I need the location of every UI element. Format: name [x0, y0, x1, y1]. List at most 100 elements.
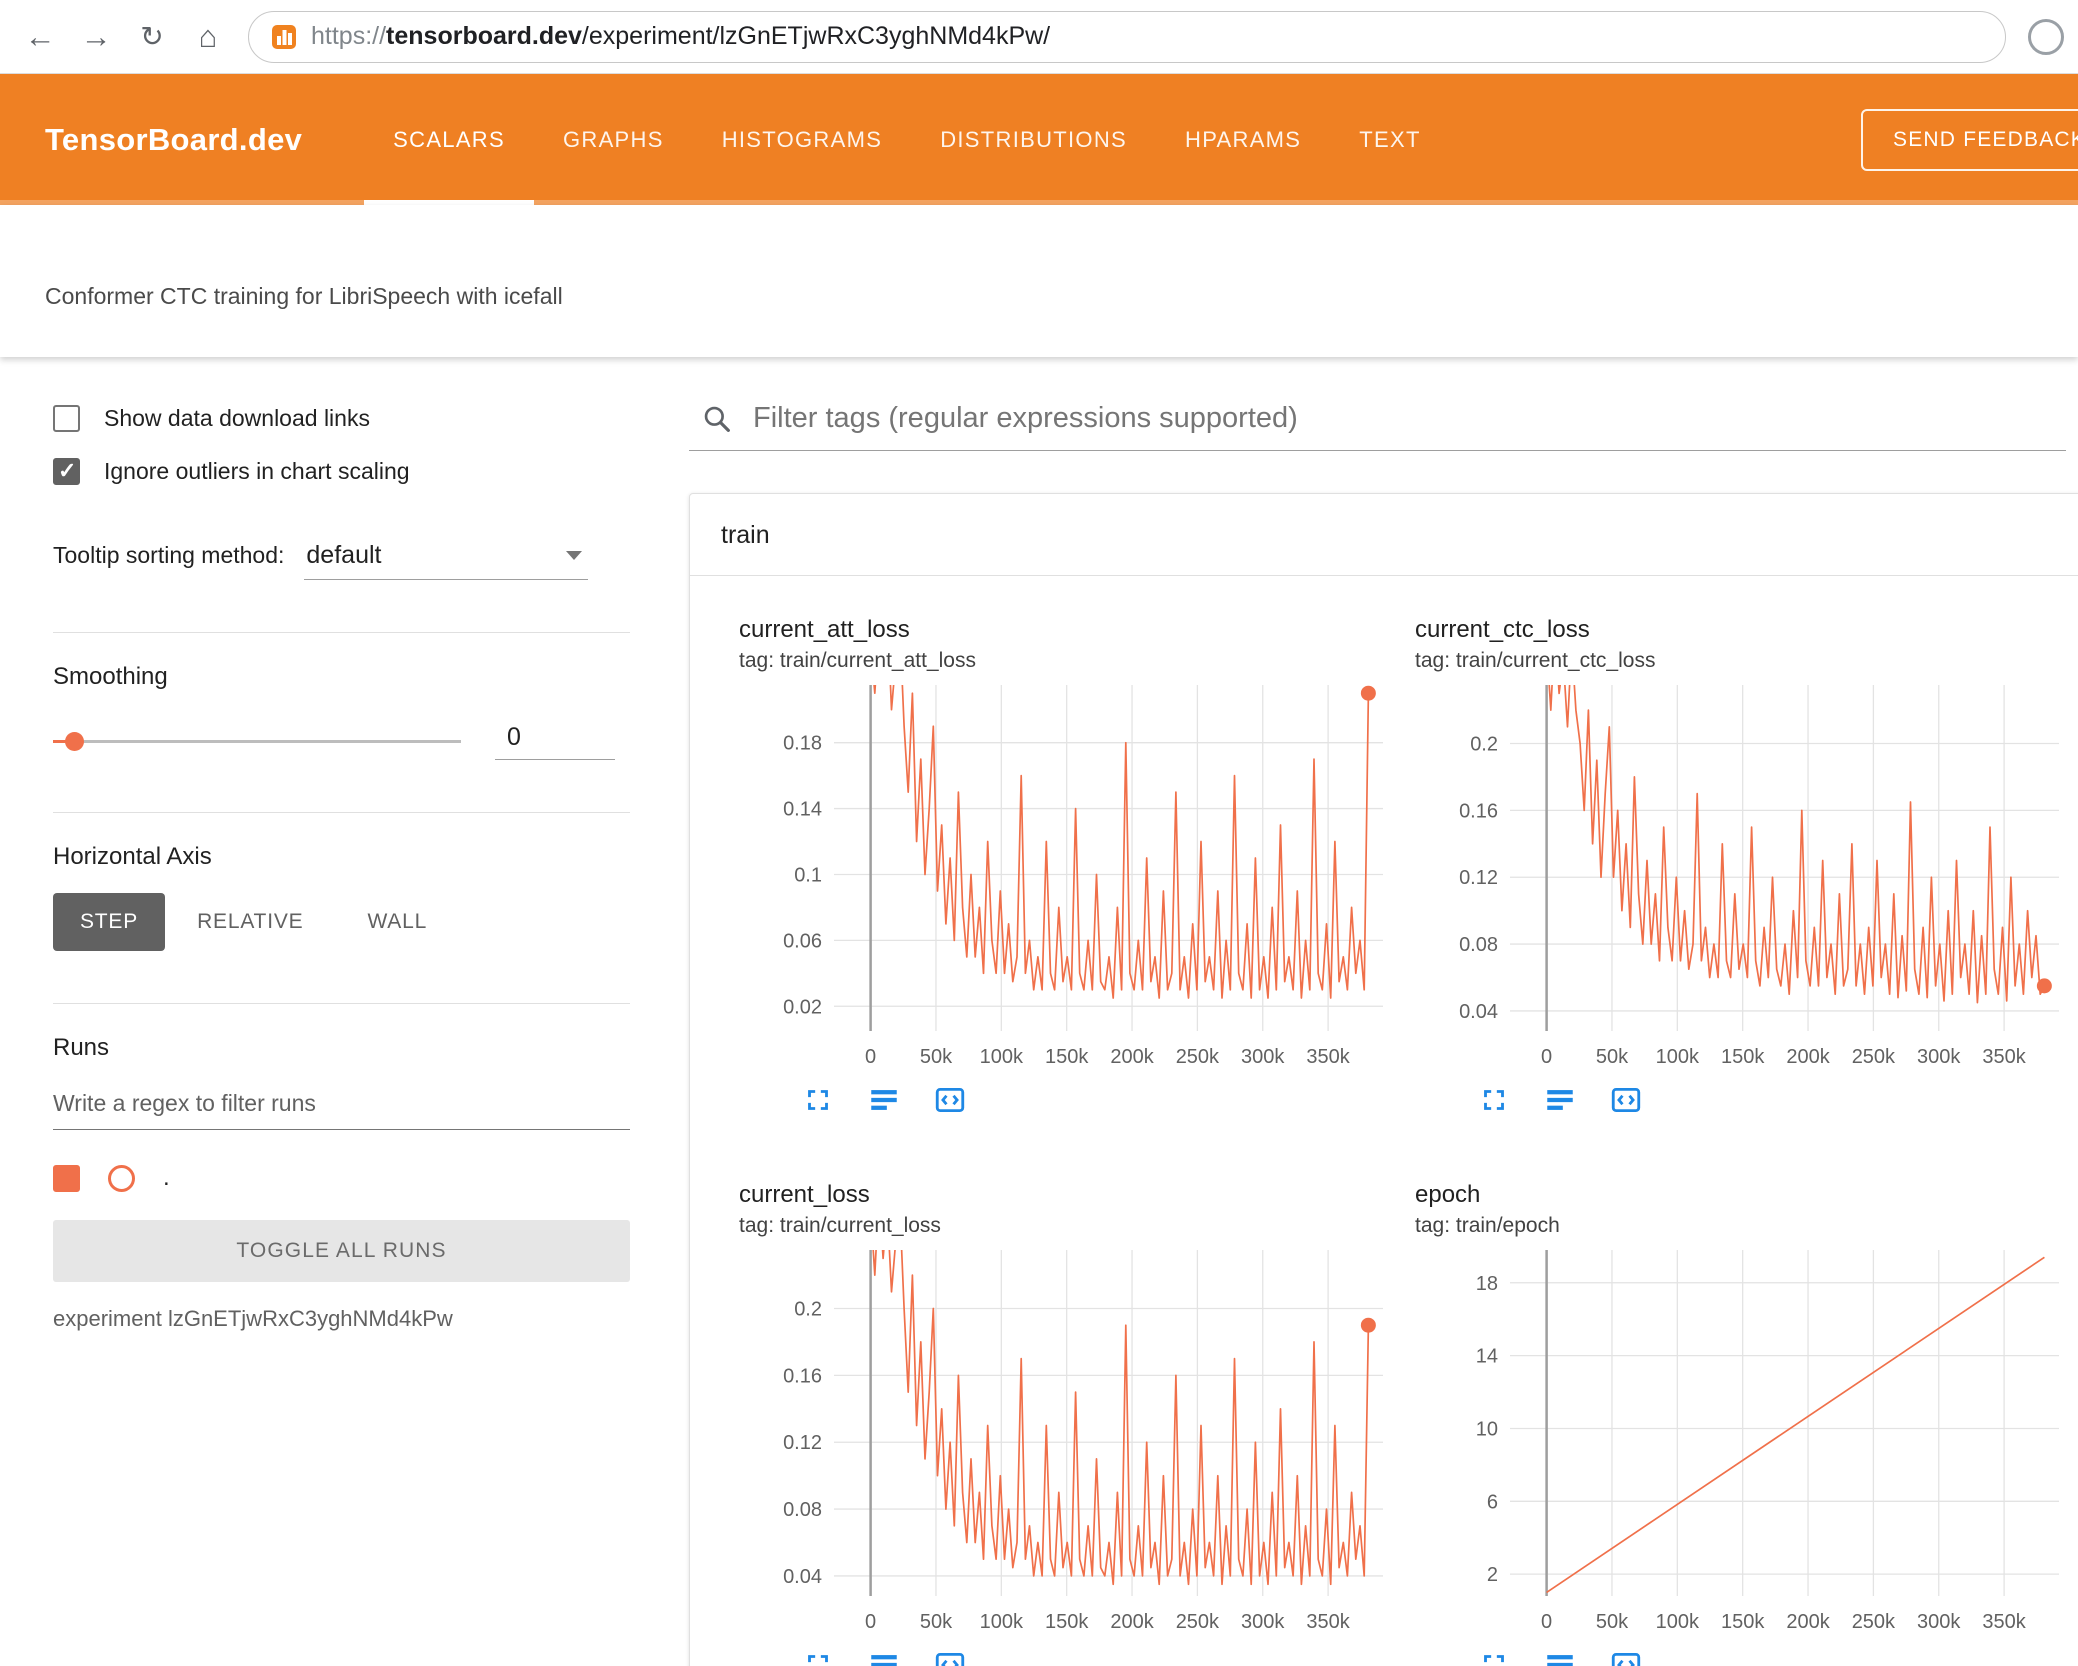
filter-tags-input[interactable] — [751, 401, 2066, 436]
svg-text:300k: 300k — [1917, 1046, 1961, 1068]
svg-text:200k: 200k — [1786, 1611, 1830, 1633]
chart-card-current-ctc-loss: current_ctc_loss tag: train/current_ctc_… — [1415, 616, 2078, 1117]
send-feedback-button[interactable]: SEND FEEDBACK — [1861, 108, 2078, 171]
forward-icon[interactable]: → — [80, 18, 112, 54]
data-table-icon[interactable] — [867, 1083, 901, 1117]
smoothing-heading: Smoothing — [53, 663, 168, 690]
fit-domain-icon[interactable] — [933, 1083, 967, 1117]
home-icon[interactable]: ⌂ — [198, 18, 218, 54]
axis-wall-button[interactable]: WALL — [335, 893, 459, 951]
run-list-item: . — [53, 1164, 630, 1192]
axis-relative-button[interactable]: RELATIVE — [165, 893, 335, 951]
toggle-all-runs-button[interactable]: TOGGLE ALL RUNS — [53, 1220, 630, 1282]
runs-filter-input[interactable] — [53, 1084, 630, 1130]
tab-hparams[interactable]: HPARAMS — [1185, 126, 1302, 152]
svg-text:14: 14 — [1476, 1346, 1498, 1368]
tab-graphs[interactable]: GRAPHS — [562, 126, 664, 152]
chart-tag: tag: train/current_ctc_loss — [1415, 649, 1656, 672]
scalar-chart[interactable]: 0.02 0.06 0.1 0.14 0.18 0 50k 100k 150k 200k 250k 3… — [739, 679, 1399, 1079]
tab-histograms[interactable]: HISTOGRAMS — [721, 126, 883, 152]
svg-text:0.2: 0.2 — [794, 1299, 822, 1321]
fit-domain-icon[interactable] — [1609, 1648, 1643, 1666]
chevron-down-icon — [566, 551, 583, 560]
ignore-outliers-checkbox[interactable] — [53, 458, 80, 485]
chart-title: current_loss — [739, 1181, 870, 1208]
ignore-outliers-label: Ignore outliers in chart scaling — [104, 458, 410, 484]
svg-text:0: 0 — [1541, 1611, 1552, 1633]
run-color-swatch[interactable] — [108, 1164, 135, 1192]
chart-title: current_ctc_loss — [1415, 616, 1590, 643]
chart-title: epoch — [1415, 1181, 1481, 1208]
svg-text:10: 10 — [1476, 1418, 1498, 1440]
tab-distributions[interactable]: DISTRIBUTIONS — [940, 126, 1128, 152]
main-panel: train current_att_loss tag: train/curren… — [655, 357, 2078, 1666]
scalar-chart[interactable]: 0.04 0.08 0.12 0.16 0.2 0 50k 100k 150k 200k 250k 3… — [739, 1244, 1399, 1644]
svg-text:0.14: 0.14 — [783, 799, 822, 821]
scalar-chart[interactable]: 2 6 10 14 18 0 50k 100k 150k 200k 250k 300k 350k — [1415, 1244, 2075, 1644]
smoothing-slider[interactable] — [53, 731, 461, 752]
svg-text:0: 0 — [1541, 1046, 1552, 1068]
back-icon[interactable]: ← — [24, 18, 56, 54]
reload-icon[interactable]: ↻ — [140, 21, 164, 52]
fullscreen-icon[interactable] — [801, 1083, 835, 1117]
data-table-icon[interactable] — [1543, 1648, 1577, 1666]
tab-text[interactable]: TEXT — [1359, 126, 1421, 152]
svg-text:0.12: 0.12 — [1459, 867, 1498, 889]
app-logo: TensorBoard.dev — [45, 121, 303, 157]
svg-text:0.04: 0.04 — [783, 1566, 822, 1588]
runs-heading: Runs — [53, 1034, 110, 1061]
divider — [53, 632, 630, 633]
tooltip-sorting-label: Tooltip sorting method: — [53, 542, 285, 568]
axis-step-button[interactable]: STEP — [53, 893, 166, 951]
svg-text:0.02: 0.02 — [783, 996, 822, 1018]
fit-domain-icon[interactable] — [933, 1648, 967, 1666]
chart-card-epoch: epoch tag: train/epoch 2 6 10 14 18 0 50k 100k 1… — [1415, 1181, 2078, 1666]
divider — [53, 812, 630, 813]
tooltip-sorting-select[interactable]: default — [304, 541, 589, 580]
tag-group-card: train current_att_loss tag: train/curren… — [689, 493, 2078, 1666]
svg-text:0.04: 0.04 — [1459, 1001, 1498, 1023]
svg-text:100k: 100k — [1656, 1046, 1700, 1068]
chart-card-current-att-loss: current_att_loss tag: train/current_att_… — [739, 616, 1415, 1117]
svg-text:350k: 350k — [1982, 1046, 2026, 1068]
smoothing-value-input[interactable] — [495, 723, 615, 760]
fit-domain-icon[interactable] — [1609, 1083, 1643, 1117]
svg-text:0.08: 0.08 — [783, 1499, 822, 1521]
svg-text:100k: 100k — [980, 1611, 1024, 1633]
svg-text:300k: 300k — [1241, 1046, 1285, 1068]
data-table-icon[interactable] — [867, 1648, 901, 1666]
svg-text:0.06: 0.06 — [783, 930, 822, 952]
svg-text:0.1: 0.1 — [794, 864, 822, 886]
svg-text:2: 2 — [1487, 1564, 1498, 1586]
svg-text:0: 0 — [865, 1611, 876, 1633]
svg-text:50k: 50k — [920, 1046, 953, 1068]
show-download-links-checkbox[interactable] — [53, 405, 80, 432]
svg-text:200k: 200k — [1110, 1046, 1154, 1068]
svg-text:50k: 50k — [920, 1611, 953, 1633]
svg-text:50k: 50k — [1596, 1046, 1629, 1068]
address-bar[interactable]: https://tensorboard.dev/experiment/lzGnE… — [248, 10, 2006, 63]
chart-card-current-loss: current_loss tag: train/current_loss 0.0… — [739, 1181, 1415, 1666]
scalar-chart[interactable]: 0.04 0.08 0.12 0.16 0.2 0 50k 100k 150k 200k 250k 3… — [1415, 679, 2075, 1079]
tab-scalars[interactable]: SCALARS — [364, 74, 534, 205]
svg-text:150k: 150k — [1721, 1611, 1765, 1633]
chart-tag: tag: train/current_loss — [739, 1214, 941, 1237]
nav-tabs: SCALARS GRAPHS HISTOGRAMS DISTRIBUTIONS … — [364, 74, 1450, 205]
svg-text:350k: 350k — [1306, 1046, 1350, 1068]
chart-tag: tag: train/current_att_loss — [739, 649, 976, 672]
data-table-icon[interactable] — [1543, 1083, 1577, 1117]
header-bottom-strip — [0, 200, 2078, 205]
tag-group-title: train — [690, 494, 2078, 576]
svg-text:300k: 300k — [1241, 1611, 1285, 1633]
fullscreen-icon[interactable] — [1477, 1083, 1511, 1117]
fullscreen-icon[interactable] — [1477, 1648, 1511, 1666]
profile-icon[interactable] — [2028, 18, 2064, 55]
svg-text:6: 6 — [1487, 1491, 1498, 1513]
svg-text:50k: 50k — [1596, 1611, 1629, 1633]
fullscreen-icon[interactable] — [801, 1648, 835, 1666]
svg-text:250k: 250k — [1852, 1611, 1896, 1633]
slider-thumb[interactable] — [65, 732, 84, 751]
run-checkbox[interactable] — [53, 1164, 80, 1192]
chart-tag: tag: train/epoch — [1415, 1214, 1560, 1237]
divider — [53, 1003, 630, 1004]
